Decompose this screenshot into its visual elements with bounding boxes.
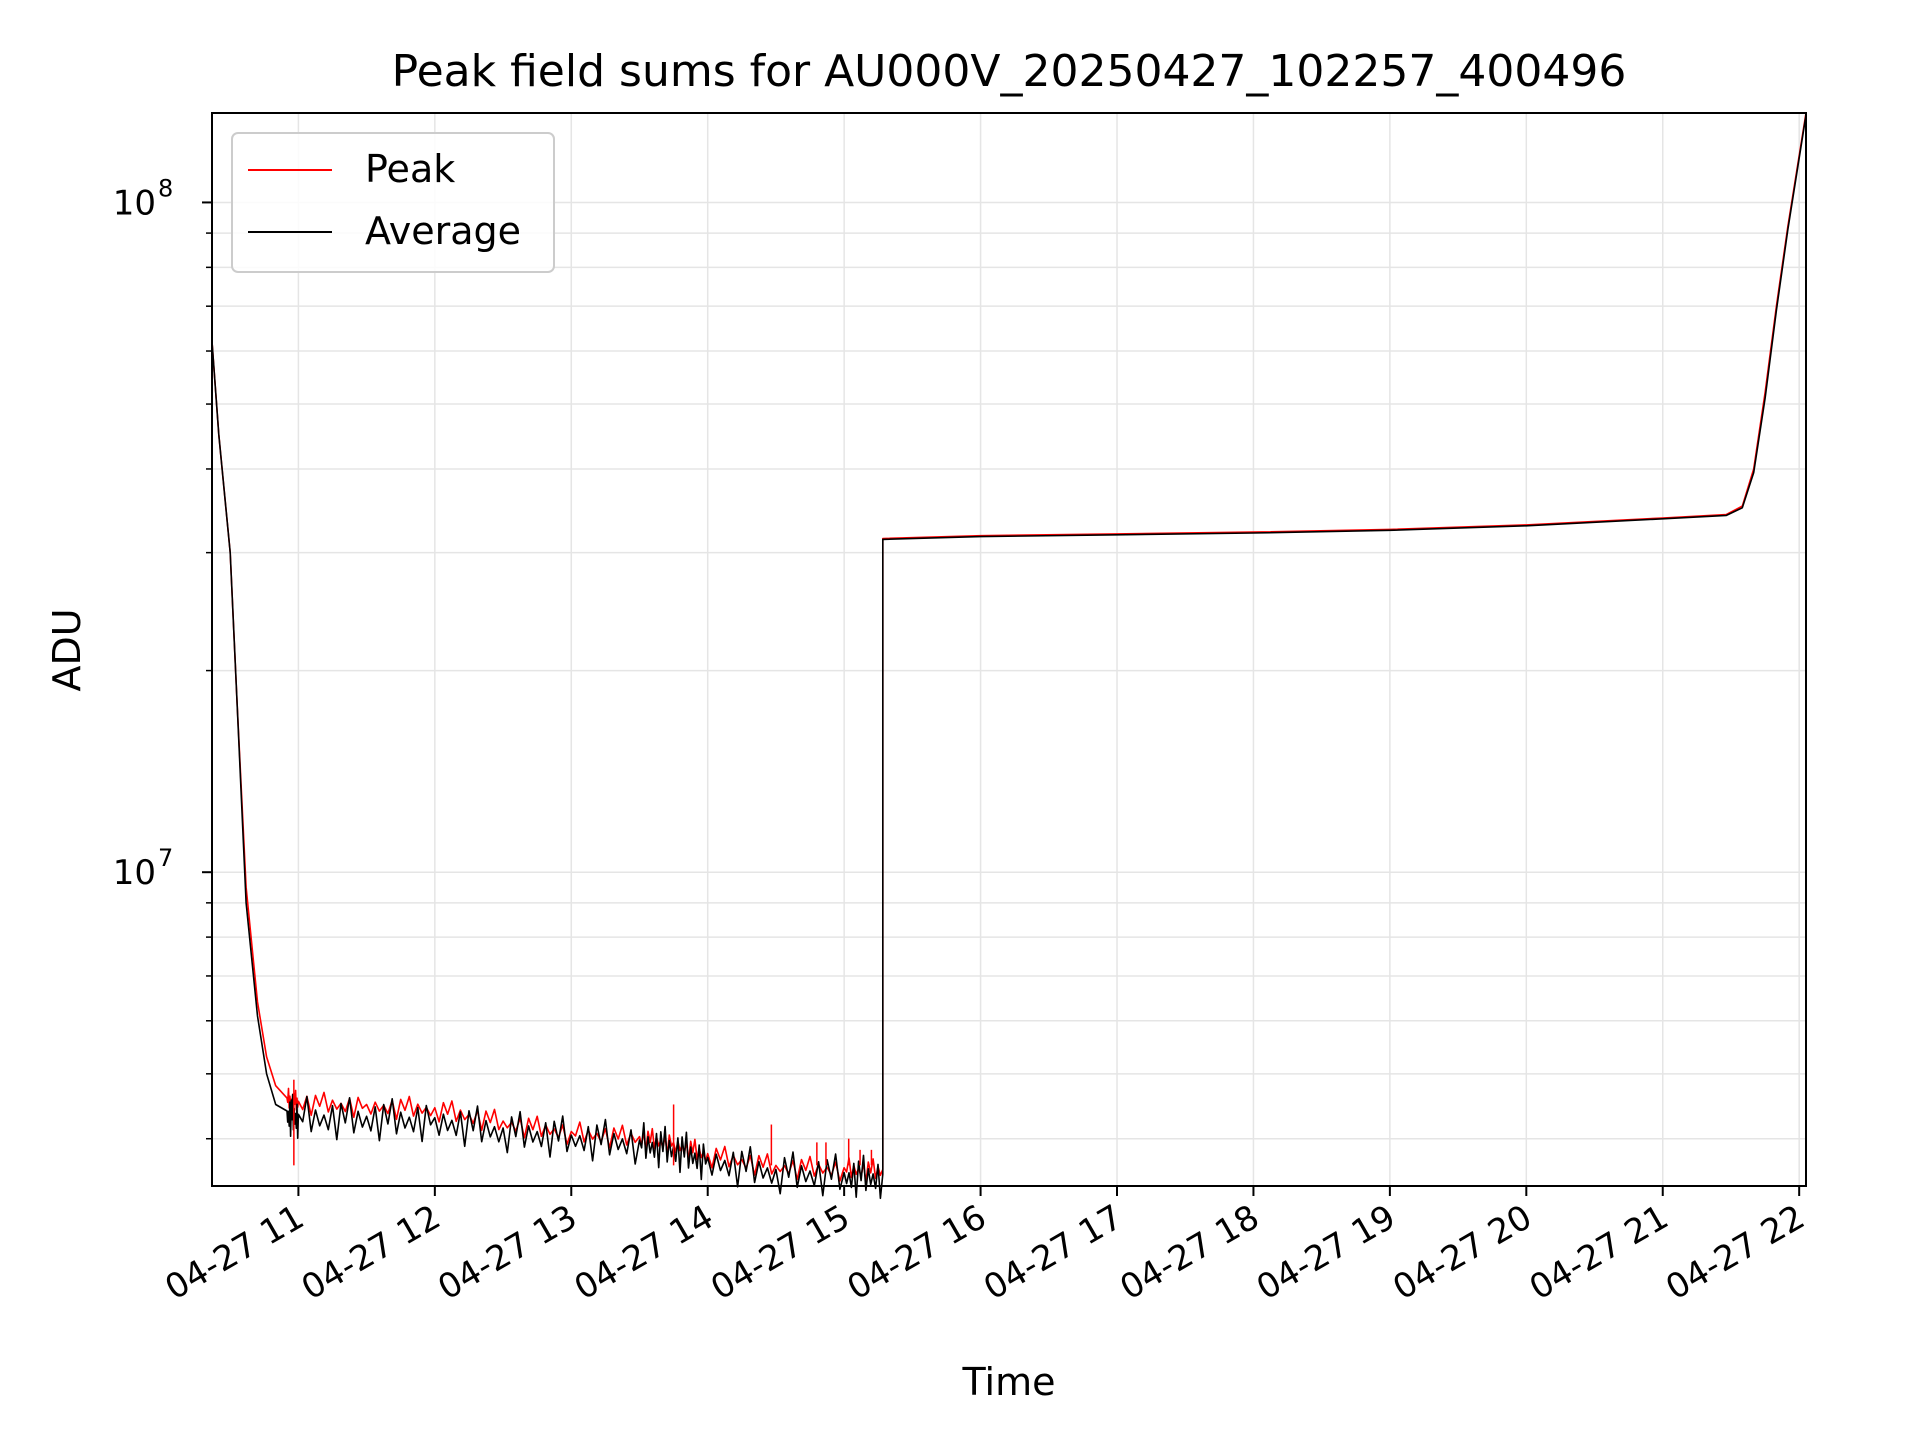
legend-average-label: Average xyxy=(365,209,521,253)
grid xyxy=(212,113,1806,1186)
y-tick-exponent: 7 xyxy=(158,844,173,872)
series xyxy=(211,112,1807,1200)
x-axis-label: Time xyxy=(962,1360,1056,1404)
y-tick-label: 10 xyxy=(113,183,156,223)
y-tick-exponent: 8 xyxy=(158,174,173,202)
legend-box xyxy=(231,132,555,273)
y-axis-label: ADU xyxy=(45,608,89,691)
y-tick-label: 10 xyxy=(113,853,156,893)
chart-title: Peak field sums for AU000V_20250427_1022… xyxy=(392,46,1627,97)
legend-peak-label: Peak xyxy=(365,147,455,191)
series-line-average xyxy=(211,114,1807,1200)
legend: Peak Average xyxy=(231,132,555,273)
plot-frame xyxy=(211,112,1807,1187)
